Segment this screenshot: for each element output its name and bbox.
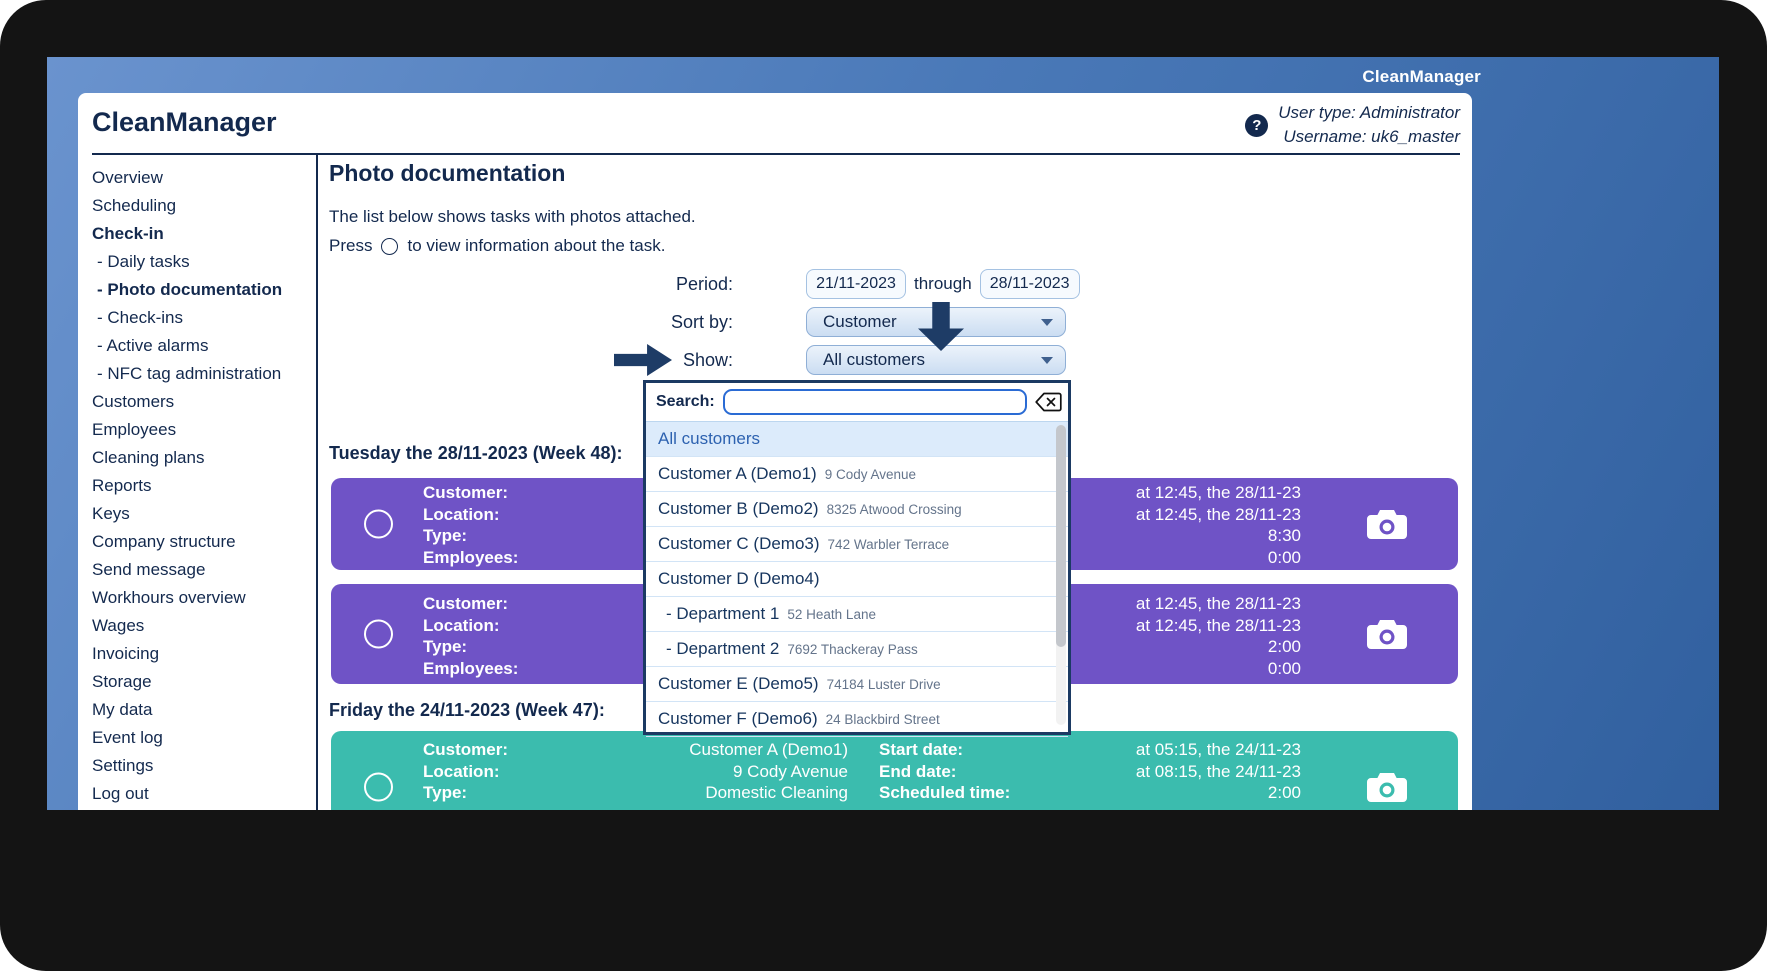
- sidebar-nav: Overview Scheduling Check-in - Daily tas…: [78, 155, 316, 810]
- sidebar-item-send-message[interactable]: Send message: [92, 560, 206, 579]
- sidebar-item-employees[interactable]: Employees: [92, 420, 177, 439]
- option-department-1[interactable]: - Department 1 52 Heath Lane: [646, 597, 1068, 632]
- period-from-input[interactable]: [806, 269, 906, 299]
- task-time-values: at 12:45, the 28/11-23 at 12:45, the 28/…: [1135, 483, 1301, 567]
- sidebar-item-active-alarms[interactable]: - Active alarms: [97, 336, 209, 355]
- date-group-header: Friday the 24/11-2023 (Week 47):: [329, 700, 605, 720]
- dropdown-search-row: Search:: [646, 383, 1068, 422]
- browser-viewport: CleanManager CleanManager ? User type: A…: [47, 57, 1719, 810]
- option-department-2[interactable]: - Department 2 7692 Thackeray Pass: [646, 632, 1068, 667]
- sidebar-item-cleaning-plans[interactable]: Cleaning plans: [92, 448, 205, 467]
- task-time-values: at 05:15, the 24/11-23 at 08:15, the 24/…: [1135, 740, 1301, 802]
- annotation-arrow-right-icon: [614, 344, 672, 376]
- clear-search-icon[interactable]: [1035, 392, 1062, 412]
- chevron-down-icon: [1041, 356, 1053, 364]
- header-divider: [92, 153, 1460, 155]
- scrollbar-thumb[interactable]: [1056, 425, 1066, 647]
- sidebar-item-photo-documentation[interactable]: - Photo documentation: [97, 280, 283, 299]
- period-filter-row: Period: through: [676, 269, 1080, 299]
- intro-text: The list below shows tasks with photos a…: [329, 207, 696, 226]
- sidebar-item-workhours-overview[interactable]: Workhours overview: [92, 588, 246, 607]
- task-radio-button[interactable]: [364, 509, 393, 539]
- show-filter-row: Show: All customers: [683, 345, 1066, 375]
- option-customer-c[interactable]: Customer C (Demo3) 742 Warbler Terrace: [646, 527, 1068, 562]
- radio-example-icon: [381, 237, 399, 255]
- option-customer-b[interactable]: Customer B (Demo2) 8325 Atwood Crossing: [646, 492, 1068, 527]
- user-info-text: User type: Administrator Username: uk6_m…: [1278, 101, 1460, 149]
- sidebar-item-scheduling[interactable]: Scheduling: [92, 196, 177, 215]
- customer-dropdown-panel: Search: All customers Custo: [643, 380, 1071, 737]
- task-time-values: at 12:45, the 28/11-23 at 12:45, the 28/…: [1135, 594, 1301, 678]
- search-input[interactable]: [722, 389, 1027, 415]
- task-field-labels: Customer: Location: Type:: [423, 740, 509, 802]
- show-value: All customers: [823, 350, 926, 369]
- option-customer-f[interactable]: Customer F (Demo6) 24 Blackbird Street: [646, 702, 1068, 737]
- username-text: Username: uk6_master: [1283, 127, 1460, 146]
- sort-by-value: Customer: [823, 312, 897, 331]
- intro-press-line: Press to view information about the task…: [329, 236, 665, 256]
- page-title: Photo documentation: [329, 160, 566, 186]
- task-radio-button[interactable]: [364, 772, 393, 802]
- user-info-block: ? User type: Administrator Username: uk6…: [1245, 101, 1460, 149]
- sidebar-item-storage[interactable]: Storage: [92, 672, 152, 691]
- page-header: CleanManager ? User type: Administrator …: [78, 93, 1472, 153]
- chevron-down-icon: [1041, 318, 1053, 326]
- app-title: CleanManager: [92, 107, 277, 137]
- sidebar-item-company-structure[interactable]: Company structure: [92, 532, 236, 551]
- period-to-input[interactable]: [979, 269, 1080, 299]
- window-brand-label: CleanManager: [1362, 67, 1481, 86]
- camera-icon[interactable]: [1366, 508, 1408, 540]
- dropdown-scrollbar[interactable]: [1056, 425, 1066, 725]
- sidebar-item-customers[interactable]: Customers: [92, 392, 175, 411]
- sidebar-item-log-out[interactable]: Log out: [92, 784, 149, 803]
- sidebar-item-my-data[interactable]: My data: [92, 700, 153, 719]
- option-customer-a[interactable]: Customer A (Demo1) 9 Cody Avenue: [646, 457, 1068, 492]
- period-label: Period:: [675, 273, 733, 294]
- option-customer-e[interactable]: Customer E (Demo5) 74184 Luster Drive: [646, 667, 1068, 702]
- date-group-header: Tuesday the 28/11-2023 (Week 48):: [329, 443, 623, 463]
- task-field-labels: Customer: Location: Type: Employees:: [423, 594, 519, 678]
- sidebar-item-check-in[interactable]: Check-in: [92, 224, 164, 243]
- main-content: Photo documentation The list below shows…: [318, 155, 1472, 810]
- through-label: through: [914, 274, 972, 293]
- task-field-labels: Customer: Location: Type: Employees:: [423, 483, 519, 567]
- show-select[interactable]: All customers: [806, 345, 1066, 375]
- sidebar-divider: [316, 155, 318, 810]
- sidebar-item-reports[interactable]: Reports: [92, 476, 152, 495]
- task-field-values: Customer A (Demo1) 9 Cody Avenue Domesti…: [689, 740, 848, 802]
- task-row: Customer: Location: Type: Customer A (De…: [331, 731, 1458, 810]
- option-customer-d[interactable]: Customer D (Demo4): [646, 562, 1068, 597]
- sidebar-item-nfc-tag-administration[interactable]: - NFC tag administration: [97, 364, 282, 383]
- task-radio-button[interactable]: [364, 619, 393, 649]
- sidebar-item-invoicing[interactable]: Invoicing: [92, 644, 160, 663]
- sidebar-item-wages[interactable]: Wages: [92, 616, 145, 635]
- dropdown-options-list: All customers Customer A (Demo1) 9 Cody …: [646, 422, 1068, 737]
- app-page: CleanManager ? User type: Administrator …: [78, 93, 1472, 810]
- search-label: Search:: [656, 393, 715, 410]
- sidebar-item-event-log[interactable]: Event log: [92, 728, 163, 747]
- show-label: Show:: [682, 349, 733, 370]
- camera-icon[interactable]: [1366, 771, 1408, 803]
- sidebar-item-daily-tasks[interactable]: - Daily tasks: [97, 252, 190, 271]
- press-prefix: Press: [329, 236, 373, 255]
- sidebar-item-settings[interactable]: Settings: [92, 756, 154, 775]
- sidebar-item-overview[interactable]: Overview: [92, 168, 163, 187]
- sidebar-item-check-ins[interactable]: - Check-ins: [97, 308, 183, 327]
- press-suffix: to view information about the task.: [407, 236, 666, 255]
- camera-icon[interactable]: [1366, 618, 1408, 650]
- sort-by-label: Sort by:: [670, 311, 733, 332]
- user-type-text: User type: Administrator: [1278, 103, 1460, 122]
- help-icon[interactable]: ?: [1245, 113, 1269, 137]
- sidebar-item-keys[interactable]: Keys: [92, 504, 130, 523]
- option-all-customers[interactable]: All customers: [646, 422, 1068, 457]
- task-date-labels: Start date: End date: Scheduled time:: [879, 740, 1011, 802]
